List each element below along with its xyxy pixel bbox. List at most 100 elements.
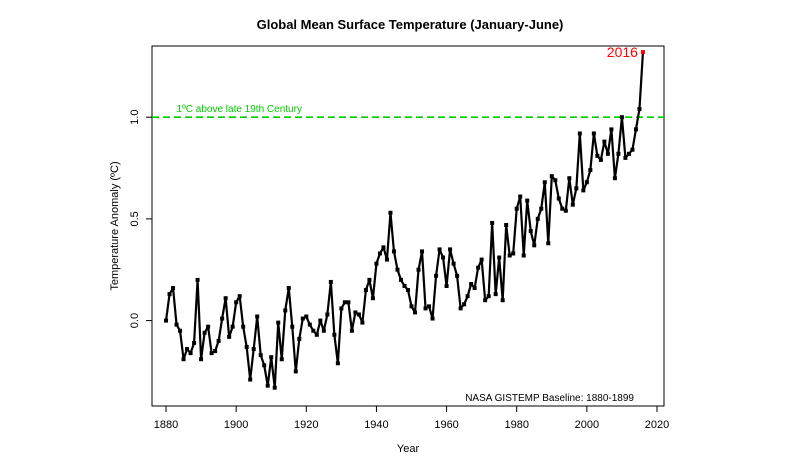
y-tick-label: 1.0 bbox=[129, 110, 141, 125]
data-point bbox=[402, 284, 407, 288]
data-point bbox=[556, 196, 561, 201]
data-point bbox=[377, 251, 382, 256]
data-point bbox=[465, 294, 470, 299]
data-point bbox=[472, 286, 477, 291]
data-point bbox=[528, 229, 533, 234]
data-point bbox=[192, 340, 197, 345]
data-point bbox=[325, 312, 330, 317]
data-point bbox=[265, 383, 270, 388]
data-point bbox=[181, 357, 186, 362]
data-point bbox=[293, 369, 298, 374]
data-point bbox=[525, 198, 530, 203]
data-point bbox=[444, 284, 449, 288]
data-point bbox=[612, 176, 617, 181]
data-point bbox=[602, 139, 607, 144]
data-point bbox=[560, 206, 565, 211]
data-point bbox=[476, 265, 481, 270]
data-point bbox=[588, 168, 593, 173]
data-point bbox=[518, 194, 523, 199]
data-point bbox=[269, 355, 274, 360]
data-point bbox=[332, 332, 337, 337]
data-point bbox=[384, 257, 389, 262]
data-point bbox=[262, 363, 267, 368]
data-point bbox=[598, 157, 603, 162]
data-point bbox=[630, 147, 635, 152]
data-point bbox=[258, 353, 263, 358]
data-point bbox=[353, 310, 358, 315]
data-point bbox=[349, 328, 354, 333]
data-point bbox=[609, 127, 614, 132]
data-point bbox=[616, 151, 621, 156]
data-point bbox=[227, 334, 232, 339]
data-point bbox=[595, 153, 600, 158]
data-point bbox=[328, 279, 333, 284]
data-point bbox=[307, 322, 312, 327]
x-axis: 1880 1900 1920 1940 1960 1980 2000 2020 bbox=[154, 405, 669, 431]
data-point bbox=[223, 296, 228, 301]
data-point bbox=[234, 300, 239, 305]
series-line bbox=[164, 52, 645, 389]
y-axis: 0.0 0.5 1.0 bbox=[129, 110, 153, 328]
data-point bbox=[427, 304, 432, 309]
data-point bbox=[335, 361, 340, 366]
x-tick-label: 1960 bbox=[434, 419, 458, 431]
x-tick-label: 1940 bbox=[364, 419, 388, 431]
data-point bbox=[546, 241, 551, 246]
data-point bbox=[511, 251, 516, 256]
data-point bbox=[255, 314, 260, 319]
data-point bbox=[469, 281, 474, 286]
data-point bbox=[206, 324, 211, 329]
data-point bbox=[290, 324, 295, 329]
data-point bbox=[272, 385, 277, 390]
data-point bbox=[395, 267, 400, 272]
reference-line-label: 1ºC above late 19th Century bbox=[177, 104, 302, 115]
data-point bbox=[535, 216, 540, 221]
x-tick-label: 2020 bbox=[645, 419, 669, 431]
chart-title: Global Mean Surface Temperature (January… bbox=[257, 17, 564, 32]
data-point bbox=[423, 306, 428, 311]
data-point bbox=[521, 253, 526, 258]
x-tick-label: 1980 bbox=[504, 419, 528, 431]
data-point bbox=[167, 292, 172, 297]
data-point bbox=[286, 286, 291, 291]
data-point bbox=[209, 351, 214, 356]
data-point bbox=[195, 277, 200, 282]
data-point bbox=[619, 115, 624, 120]
data-point bbox=[174, 322, 179, 327]
data-point bbox=[430, 316, 435, 321]
data-point bbox=[202, 330, 207, 335]
data-point bbox=[276, 320, 281, 325]
data-point bbox=[283, 308, 288, 313]
baseline-note: NASA GISTEMP Baseline: 1880-1899 bbox=[465, 393, 634, 404]
data-point bbox=[381, 245, 386, 250]
data-point bbox=[237, 294, 242, 299]
data-point bbox=[216, 338, 221, 343]
data-point bbox=[374, 261, 379, 266]
data-point bbox=[507, 253, 512, 258]
data-point bbox=[623, 155, 628, 160]
data-point bbox=[462, 302, 467, 307]
data-point bbox=[563, 208, 568, 213]
data-point bbox=[577, 131, 582, 136]
data-point bbox=[279, 357, 284, 362]
data-point bbox=[514, 206, 519, 211]
x-tick-label: 2000 bbox=[575, 419, 599, 431]
data-point bbox=[434, 273, 439, 278]
data-point bbox=[483, 298, 488, 303]
data-point bbox=[339, 306, 344, 311]
data-point bbox=[549, 174, 554, 179]
data-point bbox=[437, 247, 442, 252]
x-tick-label: 1880 bbox=[154, 419, 178, 431]
x-tick-label: 1920 bbox=[294, 419, 318, 431]
data-point bbox=[188, 351, 193, 356]
y-tick-label: 0.5 bbox=[129, 211, 141, 226]
data-point bbox=[497, 255, 502, 260]
y-axis-label: Temperature Anomaly (ºC) bbox=[109, 161, 121, 290]
data-point bbox=[626, 151, 631, 156]
data-point bbox=[220, 316, 225, 321]
data-point bbox=[398, 277, 403, 282]
data-point bbox=[581, 188, 586, 193]
data-point bbox=[490, 220, 495, 225]
data-point bbox=[486, 294, 491, 299]
data-point bbox=[230, 324, 235, 329]
